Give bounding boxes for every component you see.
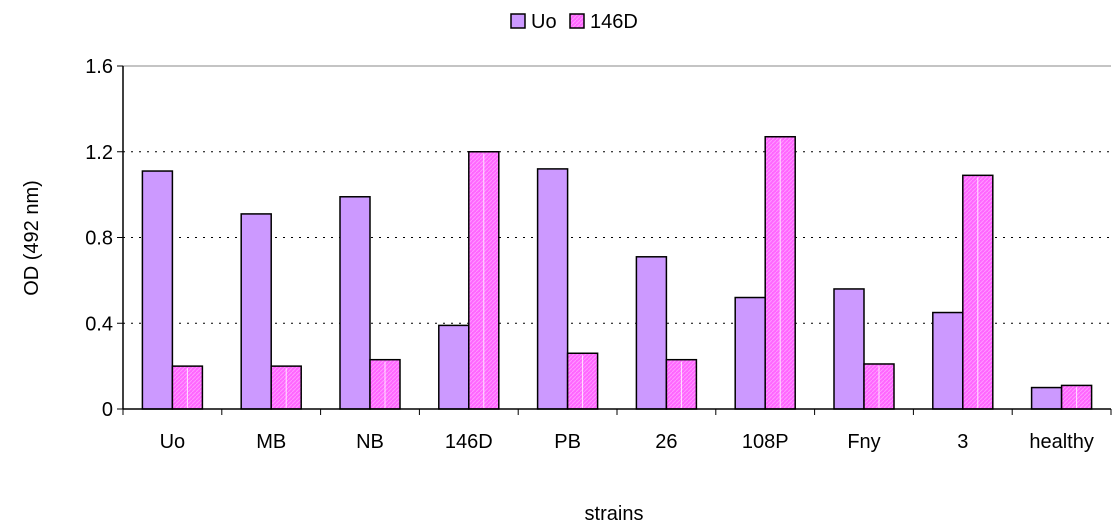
x-category-label: 3 bbox=[957, 431, 968, 453]
x-category-label: NB bbox=[356, 431, 384, 453]
bar-series-1 bbox=[339, 196, 371, 410]
legend-swatch-series-1 bbox=[510, 13, 526, 29]
y-axis-title: OD (492 nm) bbox=[21, 180, 43, 296]
gridlines bbox=[123, 65, 1111, 324]
y-tick-label: 0 bbox=[102, 399, 113, 421]
bar-series-1 bbox=[932, 311, 964, 410]
x-category-labels: Uo MB NB 146D PB 26 108P Fny 3 healthy bbox=[160, 431, 1094, 453]
bar-series-1 bbox=[240, 213, 272, 410]
bar-series-1 bbox=[438, 324, 470, 410]
x-category-label: 26 bbox=[655, 431, 677, 453]
legend-label-series-1: Uo bbox=[531, 11, 557, 33]
x-category-label: MB bbox=[256, 431, 286, 453]
x-category-label: Uo bbox=[160, 431, 186, 453]
bar-series-1 bbox=[141, 170, 174, 410]
y-tick-label: 0.4 bbox=[85, 313, 113, 335]
x-category-label: PB bbox=[554, 431, 581, 453]
legend: Uo 146D bbox=[510, 11, 638, 33]
bar-series-1 bbox=[734, 296, 766, 410]
bars bbox=[141, 135, 1093, 410]
bar-series-1 bbox=[536, 168, 569, 410]
y-tick-label: 1.6 bbox=[85, 56, 113, 78]
x-category-label: Fny bbox=[847, 431, 880, 453]
y-tick-label: 1.2 bbox=[85, 142, 113, 164]
y-tick-labels: 0 0.4 0.8 1.2 1.6 bbox=[85, 56, 123, 421]
bar-series-1 bbox=[833, 288, 865, 410]
x-category-label: 146D bbox=[445, 431, 493, 453]
x-axis-title: strains bbox=[585, 503, 644, 525]
y-tick-label: 0.8 bbox=[85, 228, 113, 250]
bar-series-1 bbox=[1030, 386, 1063, 410]
bar-series-1 bbox=[635, 256, 668, 410]
x-category-label: 108P bbox=[742, 431, 789, 453]
legend-swatch-series-2 bbox=[569, 13, 585, 29]
x-category-label: healthy bbox=[1029, 431, 1094, 453]
legend-label-series-2: 146D bbox=[590, 11, 638, 33]
